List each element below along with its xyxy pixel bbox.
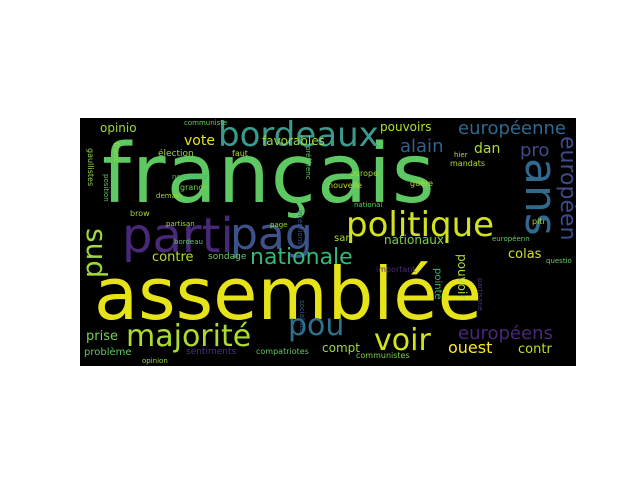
word: communiste — [184, 119, 228, 127]
word: assemblée — [94, 252, 482, 336]
word: pitr — [532, 217, 546, 226]
word: sentiments — [186, 347, 237, 357]
word: opinion — [142, 357, 168, 365]
word: novembre — [172, 173, 208, 181]
word: nationaux — [384, 233, 445, 247]
word: partisane — [476, 278, 484, 311]
word: faut — [232, 149, 248, 158]
word: europe — [350, 169, 378, 178]
word: pag — [230, 209, 313, 260]
word: franc — [112, 142, 121, 163]
word: pou — [288, 308, 345, 343]
word: san — [334, 233, 352, 244]
word: intentions — [296, 210, 304, 245]
word: alain — [400, 136, 444, 157]
word: partisan — [166, 220, 195, 228]
word: pouvoirs — [380, 120, 432, 134]
word: nationale — [250, 245, 353, 270]
word: important — [376, 265, 416, 274]
word: politique — [346, 205, 495, 245]
word: européenne — [458, 118, 566, 139]
word: gaullistes — [86, 148, 95, 187]
word: bordeaux — [218, 118, 379, 155]
word: voir — [374, 323, 431, 358]
word: vote — [184, 133, 215, 149]
word: compatriotes — [256, 347, 309, 356]
word: majorité — [126, 319, 252, 354]
word: compt — [322, 341, 360, 355]
word: grande — [180, 183, 209, 192]
word: élection — [158, 149, 194, 159]
word: communistes — [356, 351, 410, 360]
word: colas — [508, 247, 542, 262]
word: page — [270, 221, 288, 229]
word: pointe — [432, 268, 443, 300]
word: demain — [156, 192, 183, 200]
word: ans — [515, 158, 566, 236]
word: hier — [454, 151, 468, 159]
word: européenn — [492, 235, 530, 243]
word: problème — [84, 347, 132, 358]
word: favorables — [262, 134, 325, 148]
word: prise — [86, 329, 118, 344]
word: européen — [555, 136, 576, 241]
word: questio — [546, 257, 572, 265]
word: préférenc — [304, 146, 312, 180]
word: national — [354, 201, 383, 209]
word: français — [102, 127, 436, 222]
word: contr — [518, 342, 552, 357]
word: contre — [152, 250, 194, 265]
word: dan — [474, 141, 501, 157]
word: socialiste — [298, 300, 306, 333]
word: sud — [80, 228, 113, 279]
word: bordeau — [174, 238, 203, 246]
word: opinio — [100, 121, 137, 135]
word: nouvelle — [328, 181, 363, 190]
word-cloud: français assemblée parti pag politique b… — [80, 118, 576, 366]
word: brow — [130, 209, 150, 218]
word: parti — [122, 208, 234, 264]
word: pouvoir — [455, 254, 469, 300]
word: guère — [410, 179, 434, 188]
word: mandats — [450, 159, 486, 168]
word: sondage — [208, 252, 247, 262]
word: pro — [520, 140, 550, 161]
word: ouest — [448, 338, 493, 357]
word: européens — [458, 323, 553, 344]
word: position — [102, 174, 110, 202]
